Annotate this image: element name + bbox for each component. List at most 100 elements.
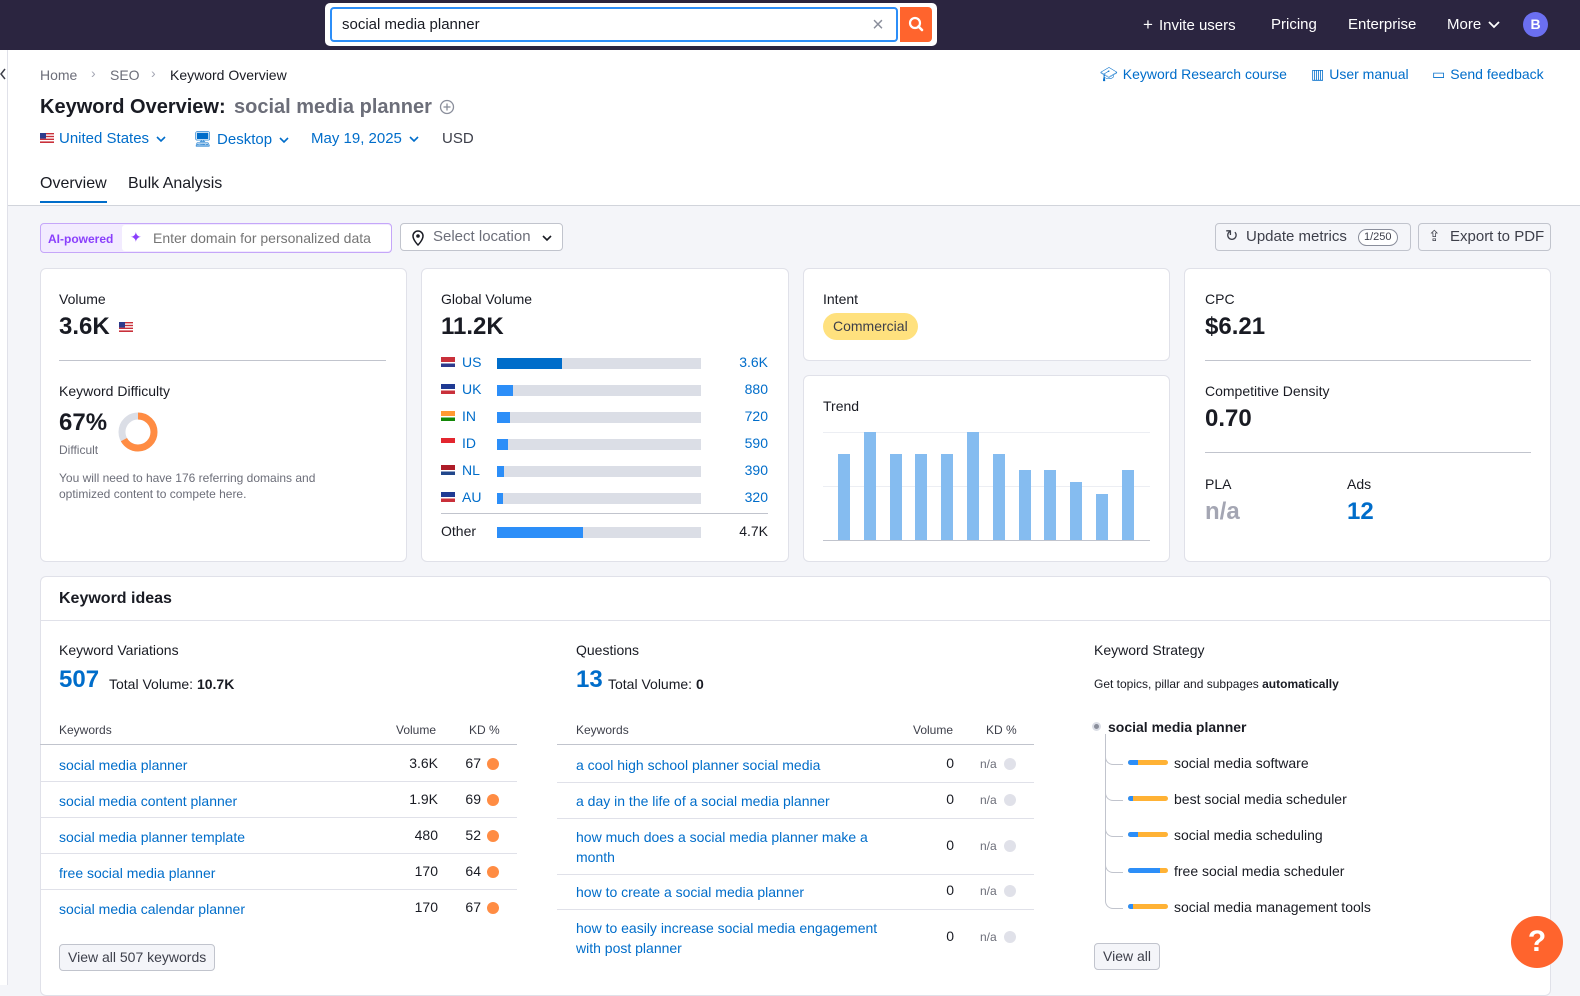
search-icon <box>908 16 924 32</box>
pricing-link[interactable]: Pricing <box>1271 16 1317 33</box>
strategy-desc-bold: automatically <box>1262 677 1339 691</box>
chevron-down-icon <box>542 235 552 242</box>
topic-volume-bar <box>1128 868 1168 873</box>
search-input[interactable] <box>330 7 898 42</box>
tree-trunk <box>1105 734 1106 898</box>
trend-bar[interactable] <box>941 453 954 540</box>
country-volume-value[interactable]: 880 <box>744 381 768 397</box>
ads-value[interactable]: 12 <box>1347 498 1374 525</box>
page-title-keyword: social media planner <box>234 96 432 118</box>
questions-total: Total Volume: 0 <box>608 676 704 692</box>
user-manual-link[interactable]: ▥ User manual <box>1311 66 1409 83</box>
question-link[interactable]: a cool high school planner social media <box>576 757 821 773</box>
trend-bar[interactable] <box>1070 481 1083 540</box>
breadcrumb-home[interactable]: Home <box>40 67 78 83</box>
graduation-cap-icon: 🎓︎ <box>1100 66 1118 82</box>
questions-count[interactable]: 13 <box>576 666 603 693</box>
trend-bar[interactable] <box>889 453 902 540</box>
trend-bar[interactable] <box>967 432 979 540</box>
keyword-link[interactable]: free social media planner <box>59 865 216 881</box>
strategy-root-keyword: social media planner <box>1108 719 1247 735</box>
strategy-topic[interactable]: social media software <box>1174 755 1309 771</box>
location-select[interactable]: Select location <box>400 223 563 251</box>
trend-bar[interactable] <box>863 432 876 540</box>
kd-dot-icon <box>1004 931 1016 943</box>
country-code-link[interactable]: IN <box>462 408 476 424</box>
clear-search-icon[interactable]: × <box>872 14 884 36</box>
domain-input[interactable] <box>122 225 391 251</box>
trend-bar[interactable] <box>1121 469 1134 540</box>
trend-bar[interactable] <box>1018 469 1031 540</box>
more-menu[interactable]: More <box>1447 15 1500 35</box>
country-volume-bar-fill <box>497 412 511 423</box>
keyword-link[interactable]: social media planner template <box>59 829 245 845</box>
question-link[interactable]: how to easily increase social media enga… <box>576 920 878 956</box>
trend-bar[interactable] <box>992 453 1005 540</box>
nl-flag-icon <box>441 465 455 475</box>
keyword-link[interactable]: social media planner <box>59 757 188 773</box>
strategy-topic[interactable]: best social media scheduler <box>1174 791 1347 807</box>
question-link[interactable]: how to create a social media planner <box>576 884 805 900</box>
kd-dot-icon <box>1004 794 1016 806</box>
topic-volume-bar-fill <box>1128 760 1138 765</box>
chevron-down-icon <box>156 136 166 143</box>
chevron-down-icon <box>279 137 289 144</box>
tab-overview[interactable]: Overview <box>40 175 107 203</box>
global-volume-row: NL 390 <box>441 462 768 480</box>
enterprise-link[interactable]: Enterprise <box>1348 16 1417 33</box>
strategy-topic[interactable]: social media management tools <box>1174 899 1371 915</box>
country-volume-value[interactable]: 320 <box>744 489 768 505</box>
view-all-strategy-button[interactable]: View all <box>1094 943 1160 970</box>
col-header-kd[interactable]: KD % <box>469 723 500 737</box>
avatar[interactable]: B <box>1523 12 1548 37</box>
strategy-topic[interactable]: free social media scheduler <box>1174 863 1345 879</box>
kd-donut-arc <box>118 412 158 452</box>
search-button[interactable] <box>900 7 932 42</box>
trend-bar[interactable] <box>838 453 850 540</box>
keyword-ideas-card <box>40 576 1551 996</box>
add-keyword-icon[interactable] <box>439 99 455 115</box>
sidebar-collapse-edge[interactable] <box>0 50 8 985</box>
keyword-link[interactable]: social media calendar planner <box>59 901 245 917</box>
col-header-kd[interactable]: KD % <box>986 723 1017 737</box>
breadcrumb-seo[interactable]: SEO <box>110 67 140 83</box>
country-volume-value[interactable]: 3.6K <box>739 354 768 370</box>
help-button[interactable]: ? <box>1511 916 1563 968</box>
trend-bar[interactable] <box>915 453 928 540</box>
col-header-volume[interactable]: Volume <box>396 723 437 737</box>
question-volume: 0 <box>946 928 954 944</box>
send-feedback-link[interactable]: ▭ Send feedback <box>1432 66 1544 83</box>
trend-bar[interactable] <box>1096 493 1108 540</box>
intent-label: Intent <box>823 291 859 307</box>
question-link[interactable]: a day in the life of a social media plan… <box>576 793 830 809</box>
trend-bar[interactable] <box>1044 469 1057 540</box>
us-flag-icon <box>40 133 54 143</box>
location-pin-icon <box>412 230 424 246</box>
total-volume-value: 0 <box>695 676 704 692</box>
global-volume-row: US 3.6K <box>441 354 768 372</box>
country-code-link[interactable]: NL <box>462 462 480 478</box>
country-volume-value[interactable]: 720 <box>744 408 768 424</box>
device-select[interactable]: 🖥︎ Desktop <box>193 130 289 148</box>
country-select[interactable]: United States <box>40 130 166 147</box>
country-volume-value[interactable]: 390 <box>744 462 768 478</box>
view-all-keywords-button[interactable]: View all 507 keywords <box>59 944 216 971</box>
country-volume-value[interactable]: 590 <box>744 435 768 451</box>
date-select[interactable]: May 19, 2025 <box>311 130 419 147</box>
invite-users-button[interactable]: + Invite users <box>1143 15 1236 35</box>
country-code-link[interactable]: ID <box>462 435 476 451</box>
update-metrics-button[interactable]: ↻ Update metrics 1/250 <box>1215 223 1411 251</box>
tab-bulk-analysis[interactable]: Bulk Analysis <box>128 175 223 192</box>
sparkle-icon: ✦ <box>130 229 142 245</box>
country-code-link[interactable]: AU <box>462 489 482 505</box>
country-code-link[interactable]: US <box>462 354 482 370</box>
col-header-volume[interactable]: Volume <box>913 723 954 737</box>
country-code-link[interactable]: UK <box>462 381 482 397</box>
keyword-variations-count[interactable]: 507 <box>59 666 100 693</box>
row-divider <box>40 781 517 782</box>
keyword-research-course-link[interactable]: 🎓︎ Keyword Research course <box>1100 66 1287 83</box>
strategy-topic[interactable]: social media scheduling <box>1174 827 1323 843</box>
question-link[interactable]: how much does a social media planner mak… <box>576 829 868 865</box>
keyword-link[interactable]: social media content planner <box>59 793 238 809</box>
export-pdf-button[interactable]: ⇪ Export to PDF <box>1418 223 1551 251</box>
